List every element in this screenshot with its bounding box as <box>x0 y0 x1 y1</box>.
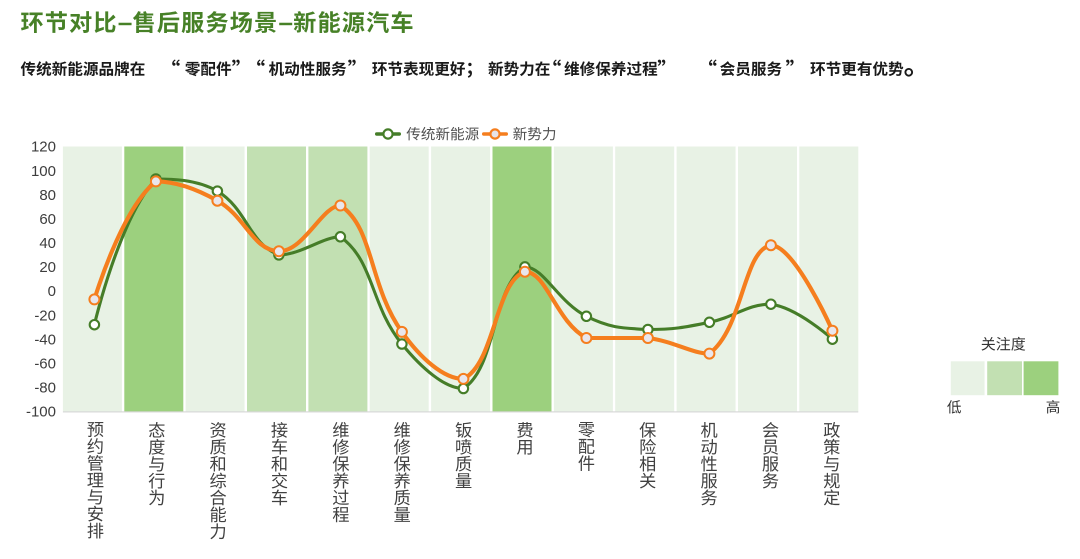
svg-text:60: 60 <box>39 211 56 228</box>
svg-text:40: 40 <box>39 235 56 252</box>
svg-text:100: 100 <box>31 163 56 180</box>
svg-text:20: 20 <box>39 259 56 276</box>
svg-text:-60: -60 <box>34 355 56 372</box>
svg-text:80: 80 <box>39 187 56 204</box>
svg-text:-100: -100 <box>26 404 56 421</box>
svg-text:-40: -40 <box>34 331 56 348</box>
svg-text:-80: -80 <box>34 380 56 397</box>
svg-text:-20: -20 <box>34 307 56 324</box>
svg-text:0: 0 <box>48 283 56 300</box>
svg-text:120: 120 <box>31 139 56 156</box>
